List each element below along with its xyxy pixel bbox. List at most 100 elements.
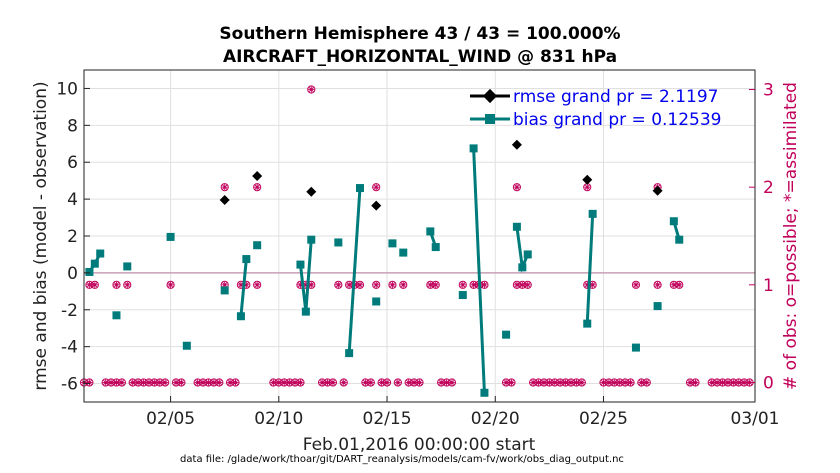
obs-marker-asterisk: [102, 379, 109, 386]
chart-title-line1: Southern Hemisphere 43 / 43 = 100.000%: [219, 24, 620, 44]
obs-marker-asterisk: [638, 379, 645, 386]
obs-marker-asterisk: [281, 379, 288, 386]
x-axis-ticks: 02/05 02/10 02/15 02/20 02/25 03/01: [146, 396, 780, 429]
bias-point: [653, 302, 662, 311]
obs-marker-asterisk: [135, 379, 142, 386]
obs-marker-asterisk: [573, 379, 580, 386]
y2-tick-label: 2: [763, 178, 774, 198]
obs-marker-asterisk: [405, 379, 412, 386]
obs-marker-asterisk: [91, 281, 98, 288]
bias-point: [301, 307, 310, 316]
bias-point: [399, 248, 408, 257]
obs-marker-asterisk: [389, 281, 396, 288]
obs-marker-asterisk: [302, 281, 309, 288]
obs-marker-circle: [393, 378, 402, 387]
bias-point: [112, 311, 121, 320]
obs-marker: [415, 378, 424, 387]
obs-marker-asterisk: [384, 379, 391, 386]
obs-marker-asterisk: [292, 379, 299, 386]
obs-marker-circle: [253, 183, 262, 192]
obs-marker-asterisk: [373, 184, 380, 191]
obs-marker-asterisk: [578, 379, 585, 386]
obs-marker: [447, 378, 457, 387]
obs-marker-asterisk: [535, 379, 542, 386]
y-tick-label: -2: [61, 301, 78, 321]
obs-marker: [691, 378, 700, 387]
y2-axis-label: # of obs: o=possible; *=assimilated: [781, 82, 801, 390]
bias-point: [426, 227, 435, 236]
obs-marker-asterisk: [459, 281, 466, 288]
obs-marker-circle: [296, 378, 305, 387]
obs-marker-circle: [642, 378, 651, 387]
bias-line-segment: [239, 258, 248, 317]
y-tick-label: -4: [61, 338, 78, 358]
obs-marker-circle: [161, 378, 170, 387]
obs-marker-asterisk: [481, 281, 488, 288]
obs-marker-circle: [334, 280, 343, 289]
obs-marker-asterisk: [540, 379, 547, 386]
obs-marker-asterisk: [151, 379, 158, 386]
obs-marker-asterisk: [714, 379, 721, 386]
obs-marker: [399, 280, 408, 289]
obs-marker: [296, 378, 305, 387]
obs-marker-asterisk: [654, 281, 661, 288]
bias-line-segment: [585, 213, 595, 324]
bias-point: [166, 232, 175, 241]
obs-marker: [166, 280, 175, 289]
bias-point: [523, 250, 532, 259]
obs-marker-asterisk: [162, 379, 169, 386]
obs-marker-asterisk: [286, 379, 293, 386]
legend-bias-marker: [485, 114, 495, 124]
obs-marker-circle: [626, 378, 635, 387]
obs-marker-asterisk: [692, 379, 699, 386]
bias-point: [334, 238, 343, 247]
obs-marker-asterisk: [178, 379, 185, 386]
obs-marker-circle: [372, 183, 381, 192]
y-tick-label: 10: [56, 79, 78, 99]
obs-marker: [339, 378, 348, 387]
obs-marker: [372, 280, 381, 289]
obs-marker-asterisk: [167, 281, 174, 288]
obs-marker-circle: [215, 378, 224, 387]
obs-marker: [382, 378, 392, 387]
obs-marker: [161, 378, 170, 387]
y2-tick-label: 1: [763, 276, 774, 296]
bias-point: [307, 235, 316, 244]
obs-marker-circle: [253, 280, 262, 289]
obs-marker-asterisk: [324, 379, 331, 386]
obs-marker-asterisk: [687, 379, 694, 386]
bias-point: [253, 241, 262, 250]
obs-marker: [220, 183, 229, 192]
bias-point: [512, 222, 521, 231]
bias-point: [669, 217, 678, 226]
obs-marker-asterisk: [227, 379, 234, 386]
rmse-point: [652, 185, 663, 196]
obs-marker-asterisk: [622, 379, 629, 386]
obs-marker-asterisk: [346, 281, 353, 288]
obs-marker: [90, 280, 99, 289]
rmse-point: [219, 195, 230, 206]
obs-marker-asterisk: [584, 281, 591, 288]
obs-marker-asterisk: [172, 379, 179, 386]
obs-marker-asterisk: [319, 379, 326, 386]
obs-marker-circle: [388, 280, 397, 289]
obs-marker-asterisk: [113, 281, 120, 288]
obs-marker-asterisk: [86, 379, 93, 386]
obs-marker: [355, 280, 365, 289]
obs-marker: [253, 183, 262, 192]
rmse-point: [252, 171, 263, 182]
obs-marker-asterisk: [503, 379, 510, 386]
obs-marker-circle: [631, 280, 641, 289]
obs-marker-asterisk: [205, 379, 212, 386]
obs-marker-circle: [691, 378, 700, 387]
obs-marker-circle: [355, 280, 365, 289]
obs-marker-asterisk: [632, 281, 639, 288]
obs-marker-asterisk: [562, 379, 569, 386]
obs-marker: [117, 378, 126, 387]
obs-marker-asterisk: [297, 379, 304, 386]
obs-marker-circle: [117, 378, 126, 387]
obs-marker-asterisk: [367, 379, 374, 386]
obs-marker-asterisk: [584, 184, 591, 191]
obs-marker-asterisk: [108, 379, 115, 386]
bias-point: [588, 209, 597, 218]
